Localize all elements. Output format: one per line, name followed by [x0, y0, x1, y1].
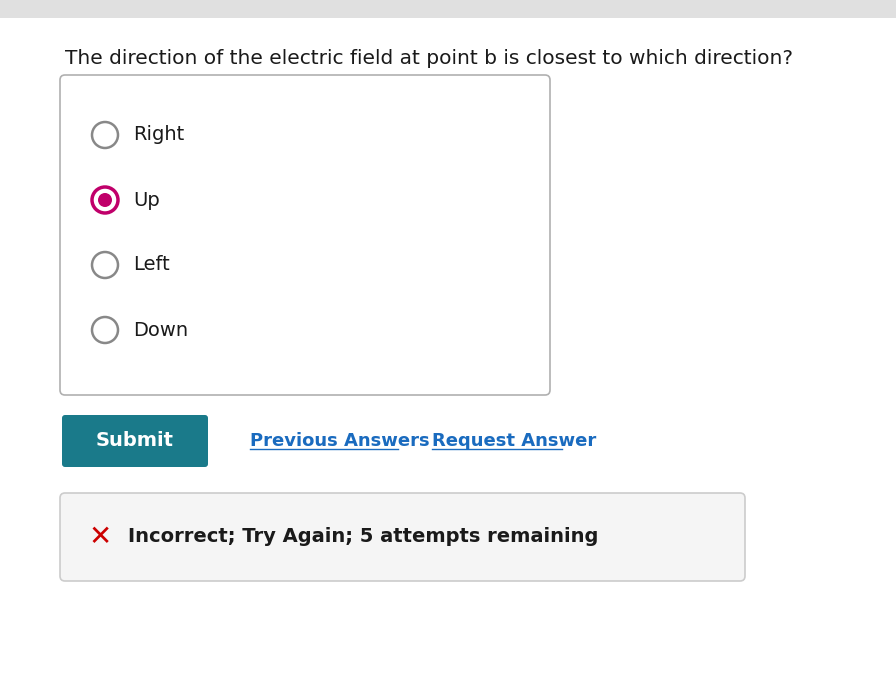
Text: Down: Down [133, 321, 188, 340]
Text: Request Answer: Request Answer [432, 432, 596, 450]
Text: Right: Right [133, 125, 185, 144]
Text: Submit: Submit [96, 431, 174, 450]
Circle shape [92, 122, 118, 148]
FancyBboxPatch shape [60, 493, 745, 581]
Text: Previous Answers: Previous Answers [250, 432, 429, 450]
Circle shape [92, 317, 118, 343]
Text: Up: Up [133, 191, 159, 210]
Circle shape [92, 252, 118, 278]
Text: The direction of the electric field at point b is closest to which direction?: The direction of the electric field at p… [65, 49, 793, 68]
Text: Left: Left [133, 256, 169, 275]
Text: ✕: ✕ [89, 523, 112, 551]
Circle shape [92, 187, 118, 213]
FancyBboxPatch shape [0, 0, 896, 18]
Circle shape [98, 193, 112, 207]
FancyBboxPatch shape [60, 75, 550, 395]
Text: Incorrect; Try Again; 5 attempts remaining: Incorrect; Try Again; 5 attempts remaini… [128, 527, 599, 546]
FancyBboxPatch shape [62, 415, 208, 467]
